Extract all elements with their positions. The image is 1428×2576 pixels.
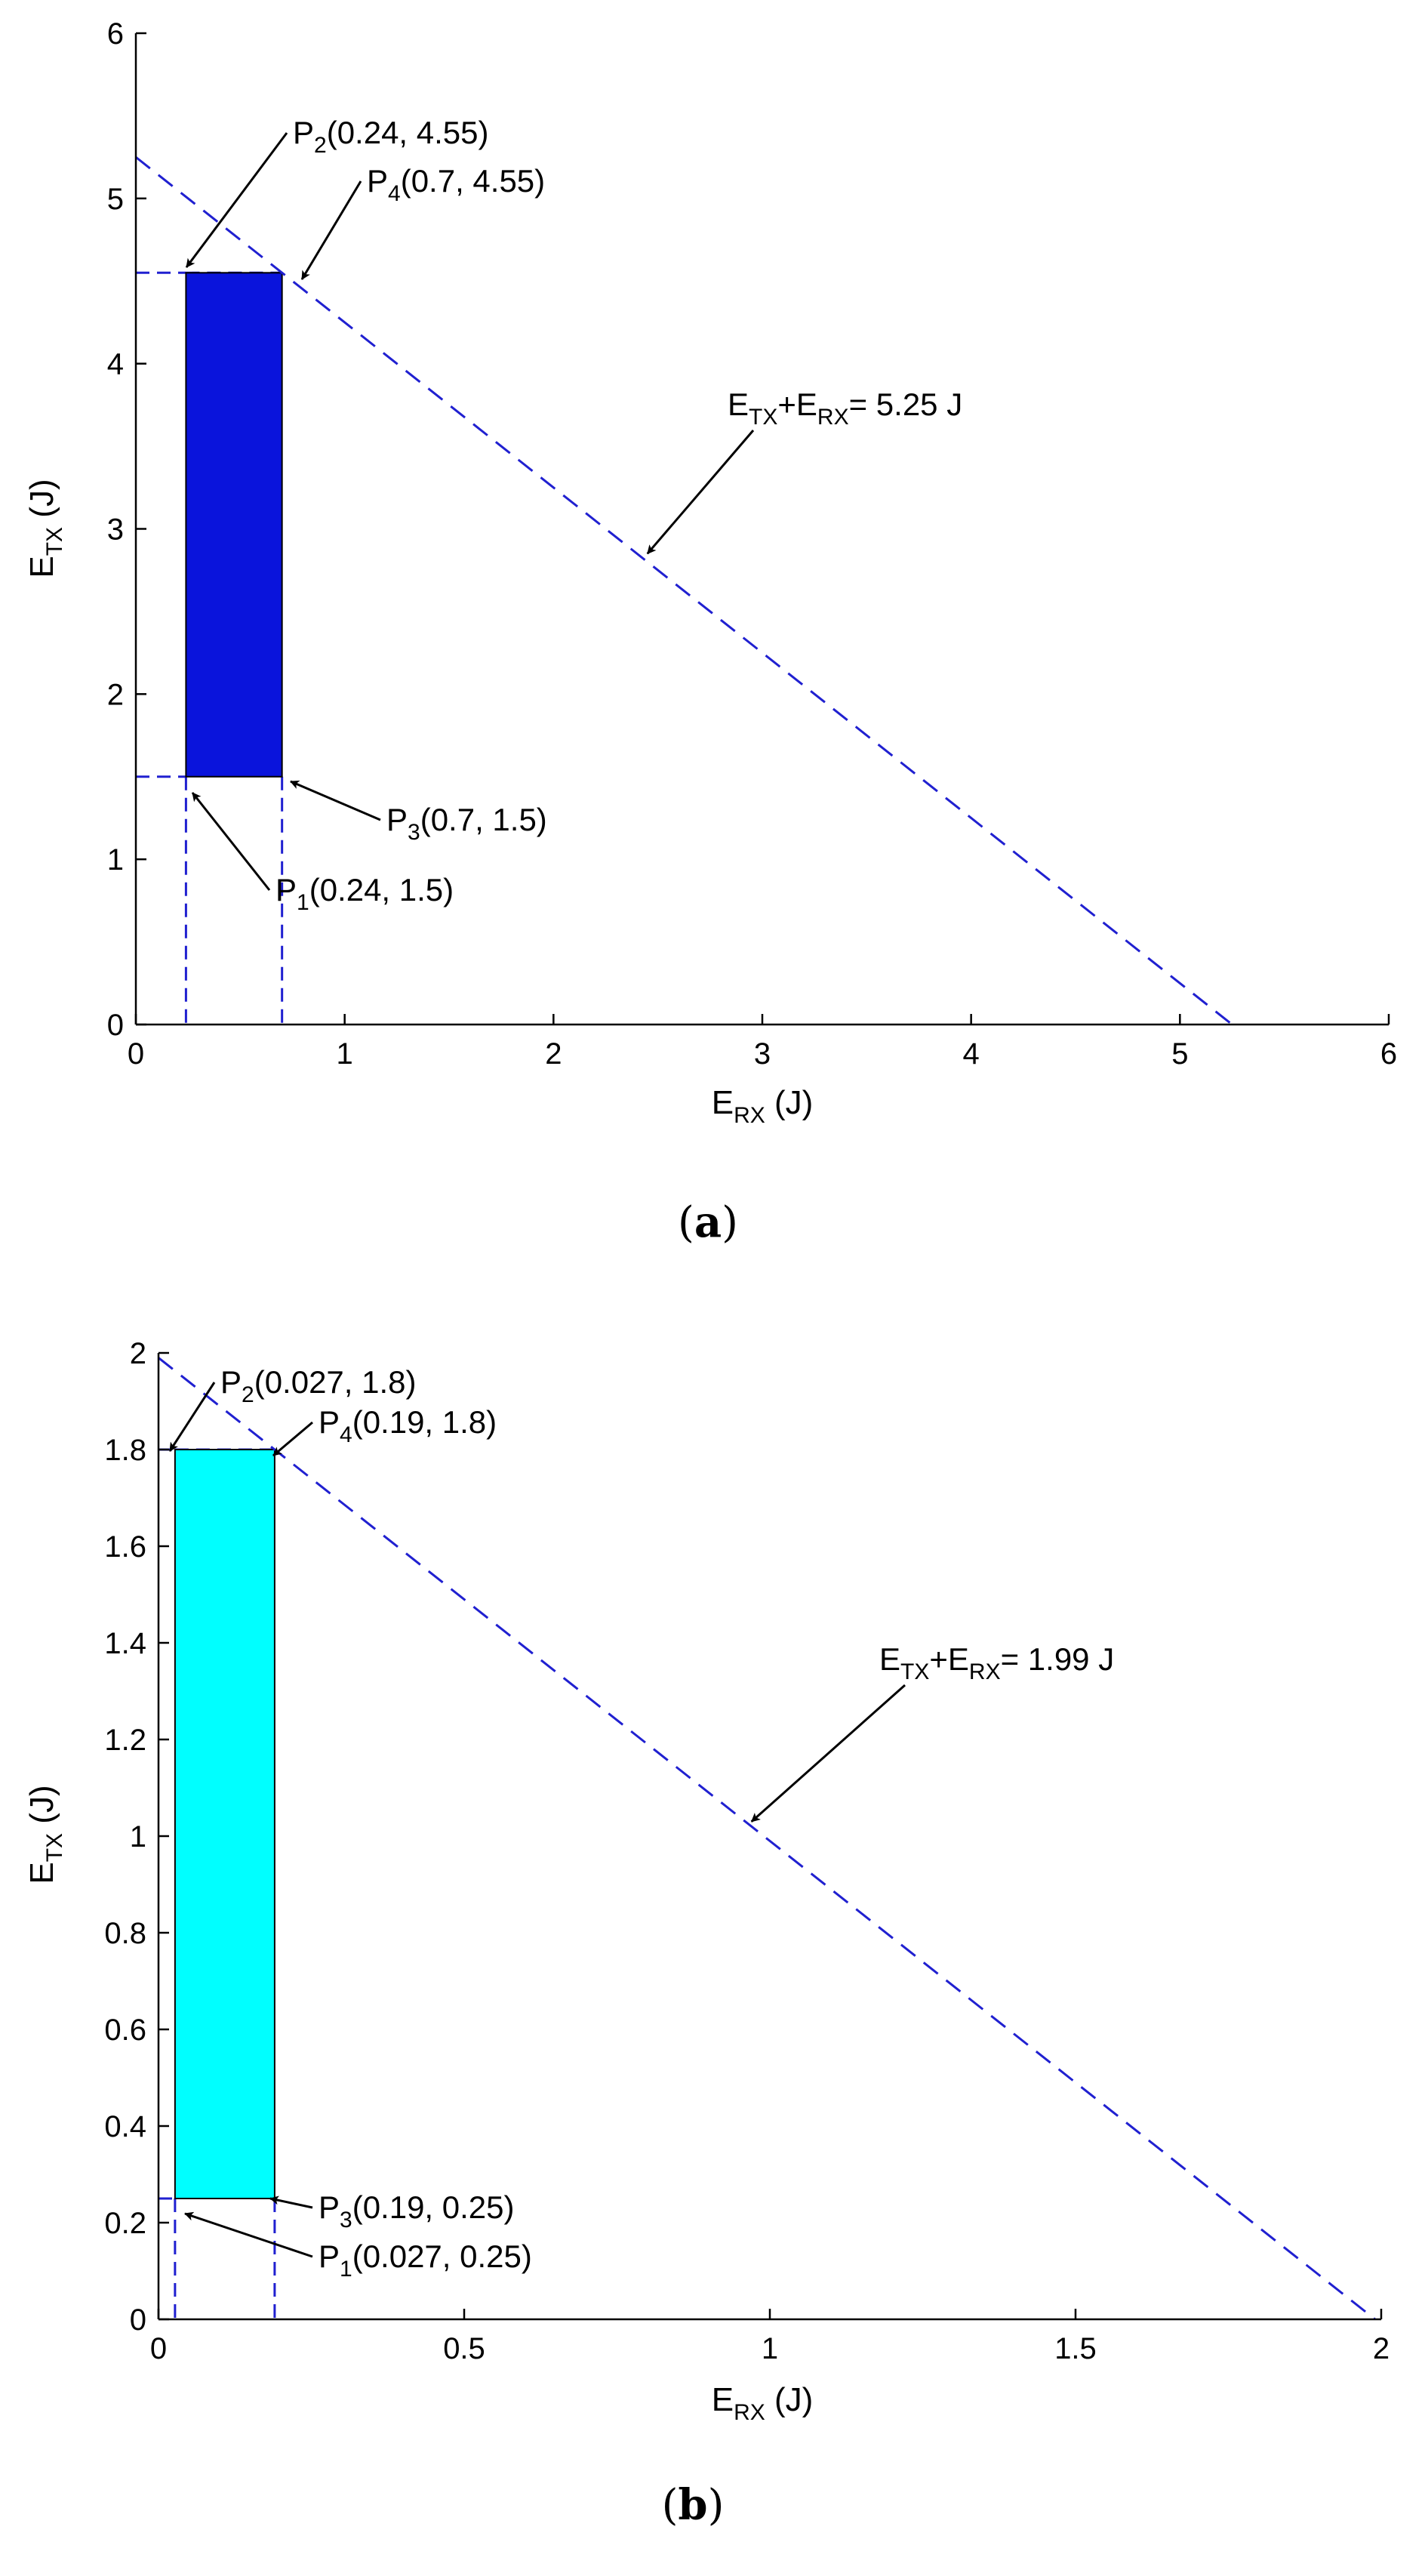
annotation-arrow <box>300 180 362 280</box>
y-tick-label: 1.2 <box>104 1724 146 1757</box>
y-tick-label: 5 <box>107 183 124 216</box>
y-tick-label: 0 <box>107 1009 124 1042</box>
annotation-arrow <box>191 792 271 891</box>
y-tick-label: 1 <box>107 843 124 877</box>
x-tick-label: 6 <box>1380 1037 1397 1071</box>
point-label: P1(0.24, 1.5) <box>275 872 454 915</box>
annotation-arrow <box>185 132 288 268</box>
point-label: P2(0.027, 1.8) <box>220 1364 417 1407</box>
budget-line-annotation: ETX+ERX= 1.99 J <box>750 1641 1114 1823</box>
annotation-arrow <box>184 2211 313 2258</box>
x-tick-label: 0 <box>128 1037 144 1071</box>
energy-budget-line <box>158 1357 1376 2321</box>
feasible-region <box>174 1449 275 2199</box>
point-label: P4(0.7, 4.55) <box>367 163 545 206</box>
point-annotation-p2: P2(0.24, 4.55) <box>185 115 489 268</box>
point-annotation-p1: P1(0.027, 0.25) <box>184 2211 532 2282</box>
energy-budget-line <box>135 156 1233 1026</box>
feasible-region <box>185 272 283 778</box>
annotation-arrow <box>168 1382 216 1452</box>
y-tick-label: 3 <box>107 513 124 547</box>
y-tick-label: 1.4 <box>104 1627 146 1660</box>
point-annotation-p4: P4(0.7, 4.55) <box>300 163 545 280</box>
y-tick-label: 0.8 <box>104 1917 146 1950</box>
x-tick-label: 1 <box>337 1037 353 1071</box>
y-tick-label: 1.8 <box>104 1434 146 1467</box>
x-axis-label: ERX (J) <box>712 1084 814 1128</box>
y-tick-label: 0.6 <box>104 2014 146 2047</box>
y-axis-label: ETX (J) <box>23 1785 67 1884</box>
point-annotation-p2: P2(0.027, 1.8) <box>168 1364 417 1452</box>
annotation-arrow <box>269 2195 313 2209</box>
budget-line-label: ETX+ERX= 1.99 J <box>879 1641 1114 1684</box>
point-annotation-p4: P4(0.19, 1.8) <box>272 1404 497 1457</box>
budget-line-label: ETX+ERX= 5.25 J <box>728 387 962 430</box>
annotation-arrow <box>646 430 755 555</box>
panel-label: (b) <box>662 2480 725 2530</box>
annotation-arrow <box>272 1421 313 1457</box>
point-annotation-p3: P3(0.19, 0.25) <box>269 2189 515 2232</box>
point-label: P3(0.7, 1.5) <box>386 802 547 845</box>
y-tick-label: 6 <box>107 17 124 51</box>
y-tick-label: 2 <box>130 1337 146 1370</box>
x-axis-label: ERX (J) <box>712 2381 814 2425</box>
annotation-arrow <box>750 1684 906 1823</box>
point-annotation-p1: P1(0.24, 1.5) <box>191 792 454 915</box>
x-tick-label: 2 <box>1373 2332 1390 2365</box>
y-axis-label: ETX (J) <box>23 479 67 578</box>
y-tick-label: 1.6 <box>104 1530 146 1564</box>
point-label: P3(0.19, 0.25) <box>319 2189 515 2232</box>
point-label: P2(0.24, 4.55) <box>293 115 489 158</box>
chart-panel-a: 0 1 2 3 4 5 6 0 1 2 3 4 5 6 ERX (J) ETX (J) P2(0.24, 4.5… <box>23 17 1397 1247</box>
y-tick-label: 0.2 <box>104 2207 146 2240</box>
panel-label: (a) <box>678 1197 738 1247</box>
x-tick-label: 4 <box>963 1037 980 1071</box>
point-label: P4(0.19, 1.8) <box>319 1404 497 1447</box>
y-tick-label: 0.4 <box>104 2110 146 2143</box>
x-tick-label: 5 <box>1171 1037 1188 1071</box>
x-tick-label: 0 <box>150 2332 167 2365</box>
annotation-arrow <box>290 780 381 821</box>
x-tick-label: 3 <box>754 1037 771 1071</box>
x-tick-label: 1 <box>762 2332 778 2365</box>
x-tick-label: 2 <box>545 1037 562 1071</box>
x-tick-label: 1.5 <box>1054 2332 1097 2365</box>
point-label: P1(0.027, 0.25) <box>319 2239 532 2282</box>
x-tick-label: 0.5 <box>443 2332 485 2365</box>
y-tick-label: 4 <box>107 348 124 381</box>
chart-panel-b: 0 0.5 1 1.5 2 0 0.2 0.4 0.6 0.8 1 1.2 1.4 1.6 1.8 2 ERX … <box>23 1337 1390 2530</box>
y-tick-label: 2 <box>107 678 124 711</box>
y-tick-label: 0 <box>130 2303 146 2337</box>
point-annotation-p3: P3(0.7, 1.5) <box>290 780 547 845</box>
budget-line-annotation: ETX+ERX= 5.25 J <box>646 387 962 555</box>
y-tick-label: 1 <box>130 1820 146 1853</box>
